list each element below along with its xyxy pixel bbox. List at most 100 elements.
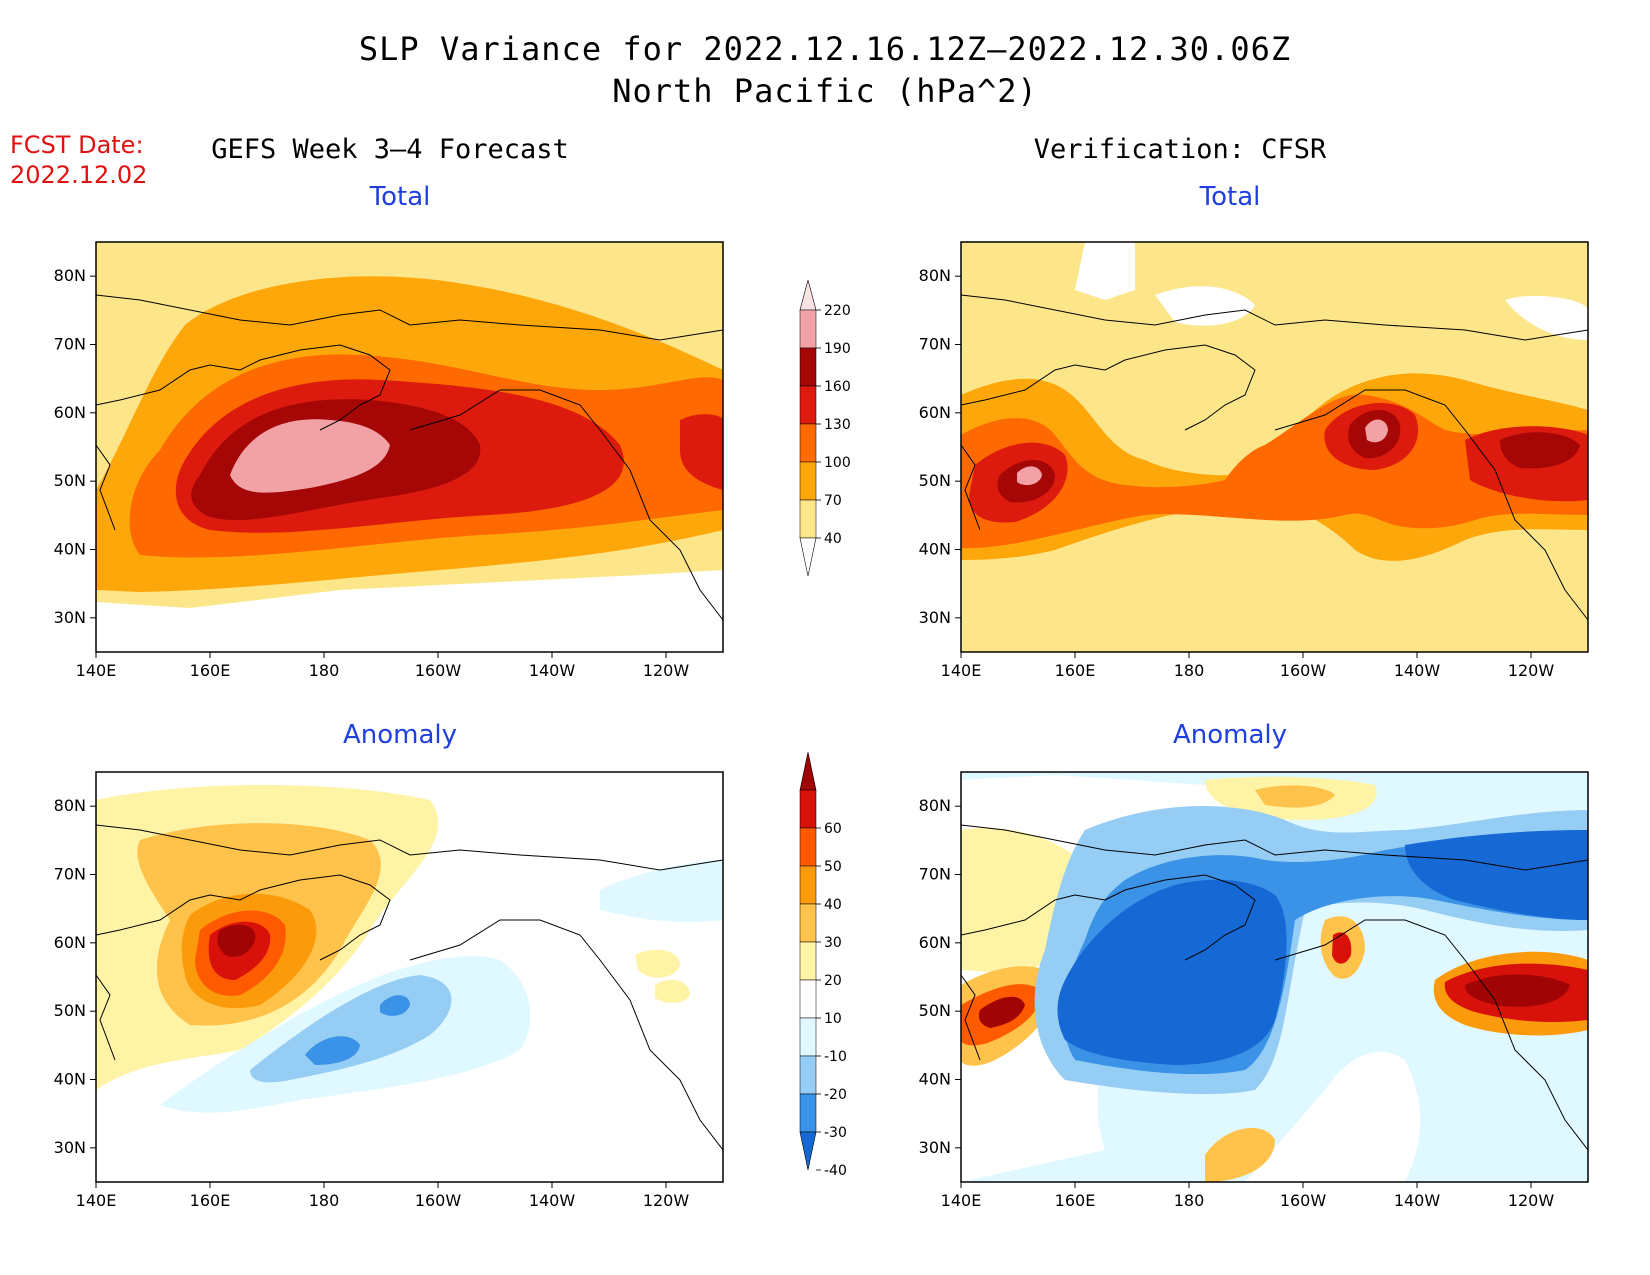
colorbar-label: -10 xyxy=(824,1049,847,1065)
contour-pos-20-north xyxy=(1255,785,1335,808)
coastlines xyxy=(95,824,724,1151)
lon-tick-label: 140E xyxy=(941,661,982,680)
contour-neg-40-ne xyxy=(1405,830,1588,920)
colorbar-swatch xyxy=(799,1093,817,1133)
colorbar-swatch xyxy=(799,979,817,1019)
colorbar-top-triangle xyxy=(799,751,817,791)
contour-pos-10-east xyxy=(635,949,680,978)
lat-tick-label: 60N xyxy=(919,933,951,952)
lat-tick-label: 40N xyxy=(919,1070,951,1089)
lon-axis: 140E 160E 180 160W 140W 120W xyxy=(941,652,1555,680)
colorbar-label: 50 xyxy=(824,859,842,875)
lon-axis: 140E 160E 180 160W 140W 120W xyxy=(76,652,690,680)
chart-subtitle: North Pacific (hPa^2) xyxy=(612,72,1038,110)
lon-tick-label: 160W xyxy=(1280,1191,1327,1210)
lat-tick-label: 70N xyxy=(54,335,86,354)
lon-tick-label: 160E xyxy=(1055,1191,1096,1210)
fcst-date-label: FCST Date: xyxy=(10,131,144,159)
map-frame xyxy=(960,241,1589,653)
lon-tick-label: 180 xyxy=(309,661,340,680)
colorbar-top-triangle xyxy=(799,280,817,311)
colorbar-label: 40 xyxy=(824,897,842,913)
lat-tick-label: 60N xyxy=(54,933,86,952)
lon-tick-label: 140E xyxy=(941,1191,982,1210)
colorbar-swatch xyxy=(799,499,817,539)
lon-tick-label: 160W xyxy=(415,661,462,680)
colorbar-label: -40 xyxy=(824,1163,847,1179)
lon-axis: 140E 160E 180 160W 140W 120W xyxy=(76,1182,690,1210)
colorbar-swatch xyxy=(799,461,817,501)
lon-tick-label: 160W xyxy=(415,1191,462,1210)
contour-190-mid xyxy=(1365,419,1388,443)
total-colorbar: 40 70 100 130 160 190 220 xyxy=(799,280,851,577)
forecast-total-title: Total xyxy=(369,182,431,212)
colorbar-swatch xyxy=(799,827,817,867)
map-frame xyxy=(95,241,724,653)
contour-190-west xyxy=(1017,466,1042,486)
chart-title: SLP Variance for 2022.12.16.12Z—2022.12.… xyxy=(358,30,1292,68)
contour-pos-10-east2 xyxy=(655,979,690,1003)
lon-tick-label: 120W xyxy=(1508,661,1555,680)
lat-tick-label: 40N xyxy=(919,540,951,559)
colorbar-swatch xyxy=(799,385,817,425)
colorbar-label: 10 xyxy=(824,1011,842,1027)
contour-pos-60 xyxy=(217,924,256,957)
contour-pos-south xyxy=(1205,1128,1275,1182)
lat-axis: 80N 70N 60N 50N 40N 30N xyxy=(54,266,96,627)
lon-tick-label: 160E xyxy=(190,661,231,680)
colorbar-label: 60 xyxy=(824,821,842,837)
colorbar-bottom-triangle xyxy=(799,537,817,577)
contour-white-1 xyxy=(1075,242,1135,300)
lat-axis: 80N 70N 60N 50N 40N 30N xyxy=(919,266,961,627)
colorbar-label: 130 xyxy=(824,417,851,433)
colorbar-label: 30 xyxy=(824,935,842,951)
forecast-anomaly-map: 80N 70N 60N 50N 40N 30N 140E 160E 180 160W 140W 12… xyxy=(54,771,724,1210)
colorbar-swatch xyxy=(799,789,817,829)
right-column-title: Verification: CFSR xyxy=(1033,134,1327,165)
coastlines xyxy=(960,294,1589,621)
map-frame xyxy=(960,771,1589,1183)
lon-tick-label: 160E xyxy=(190,1191,231,1210)
lat-tick-label: 70N xyxy=(919,335,951,354)
lat-tick-label: 30N xyxy=(919,1138,951,1157)
verification-anomaly-map: 80N 70N 60N 50N 40N 30N 140E 160E 180 160W 140W 12… xyxy=(919,771,1589,1210)
contour-pos-mid-inner xyxy=(1332,932,1352,964)
lon-tick-label: 120W xyxy=(643,1191,690,1210)
lon-tick-label: 180 xyxy=(1174,661,1205,680)
lon-tick-label: 180 xyxy=(1174,1191,1205,1210)
colorbar-label: 70 xyxy=(824,493,842,509)
lon-tick-label: 180 xyxy=(309,1191,340,1210)
colorbar-label: 20 xyxy=(824,973,842,989)
colorbar-swatch xyxy=(799,309,817,349)
lon-tick-label: 140E xyxy=(76,1191,117,1210)
colorbar-swatch xyxy=(799,347,817,387)
colorbar-swatch xyxy=(799,1055,817,1095)
lat-tick-label: 40N xyxy=(54,540,86,559)
lat-tick-label: 80N xyxy=(54,796,86,815)
fcst-date-value: 2022.12.02 xyxy=(10,161,148,189)
contour-160-east xyxy=(1500,432,1580,469)
colorbar-bottom-triangle xyxy=(799,1131,817,1171)
lat-tick-label: 50N xyxy=(54,1001,86,1020)
colorbar-swatch xyxy=(799,865,817,905)
colorbar-label: -20 xyxy=(824,1087,847,1103)
colorbar-swatch xyxy=(799,423,817,463)
lat-tick-label: 80N xyxy=(919,266,951,285)
verification-total-map: 80N 70N 60N 50N 40N 30N 140E 160E 180 160W 140W 12… xyxy=(919,241,1589,680)
contour-white-2 xyxy=(1155,286,1255,326)
lat-tick-label: 50N xyxy=(54,471,86,490)
contour-neg-40 xyxy=(1057,879,1287,1065)
lat-tick-label: 80N xyxy=(919,796,951,815)
forecast-anomaly-title: Anomaly xyxy=(342,720,458,750)
lat-tick-label: 70N xyxy=(919,865,951,884)
colorbar-label: 220 xyxy=(824,303,851,319)
contour-white-3 xyxy=(1505,295,1588,340)
lon-axis: 140E 160E 180 160W 140W 120W xyxy=(941,1182,1554,1210)
coastlines xyxy=(95,294,724,621)
lat-tick-label: 30N xyxy=(54,1138,86,1157)
lon-tick-label: 120W xyxy=(643,661,690,680)
colorbar-swatch xyxy=(799,903,817,943)
colorbar-label: 190 xyxy=(824,341,851,357)
lon-tick-label: 140W xyxy=(1394,1191,1441,1210)
verification-total-title: Total xyxy=(1199,182,1261,212)
